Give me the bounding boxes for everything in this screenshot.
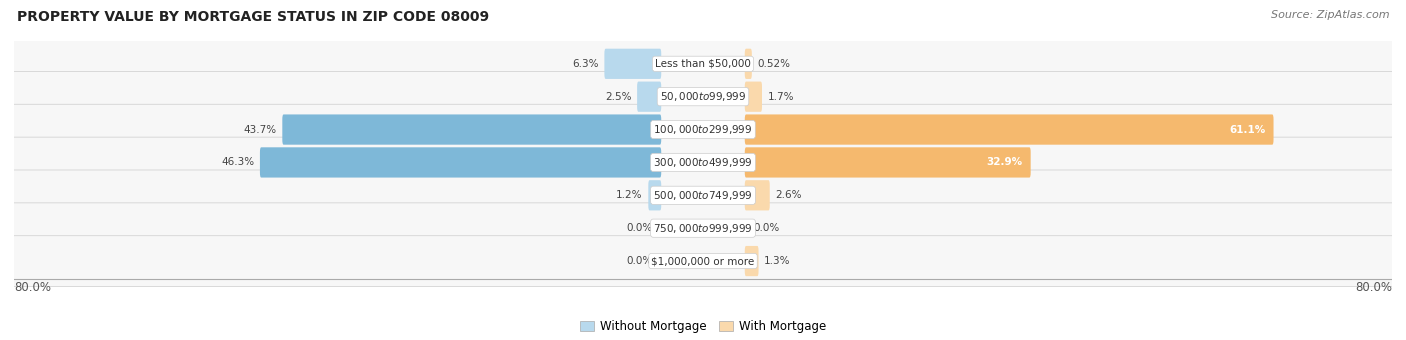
Text: 0.0%: 0.0% (754, 223, 779, 233)
FancyBboxPatch shape (745, 246, 759, 276)
Text: 80.0%: 80.0% (14, 282, 51, 294)
Text: Source: ZipAtlas.com: Source: ZipAtlas.com (1271, 10, 1389, 20)
FancyBboxPatch shape (11, 71, 1395, 122)
FancyBboxPatch shape (11, 38, 1395, 89)
FancyBboxPatch shape (260, 147, 661, 177)
FancyBboxPatch shape (745, 180, 769, 210)
FancyBboxPatch shape (745, 49, 752, 79)
Text: $750,000 to $999,999: $750,000 to $999,999 (654, 222, 752, 235)
FancyBboxPatch shape (605, 49, 661, 79)
FancyBboxPatch shape (745, 82, 762, 112)
Text: $50,000 to $99,999: $50,000 to $99,999 (659, 90, 747, 103)
Text: $300,000 to $499,999: $300,000 to $499,999 (654, 156, 752, 169)
Text: 0.0%: 0.0% (627, 256, 652, 266)
FancyBboxPatch shape (11, 137, 1395, 188)
Text: 6.3%: 6.3% (572, 59, 599, 69)
Text: 43.7%: 43.7% (243, 124, 277, 135)
Text: $100,000 to $299,999: $100,000 to $299,999 (654, 123, 752, 136)
Text: 46.3%: 46.3% (221, 157, 254, 167)
FancyBboxPatch shape (283, 115, 661, 145)
Text: $1,000,000 or more: $1,000,000 or more (651, 256, 755, 266)
Text: 80.0%: 80.0% (1355, 282, 1392, 294)
Text: 2.6%: 2.6% (775, 190, 801, 200)
Text: 0.52%: 0.52% (758, 59, 790, 69)
Legend: Without Mortgage, With Mortgage: Without Mortgage, With Mortgage (575, 315, 831, 338)
Text: 61.1%: 61.1% (1229, 124, 1265, 135)
FancyBboxPatch shape (648, 180, 661, 210)
Text: 1.3%: 1.3% (763, 256, 790, 266)
FancyBboxPatch shape (745, 115, 1274, 145)
FancyBboxPatch shape (637, 82, 661, 112)
FancyBboxPatch shape (11, 170, 1395, 221)
Text: 1.2%: 1.2% (616, 190, 643, 200)
Text: 0.0%: 0.0% (627, 223, 652, 233)
Text: $500,000 to $749,999: $500,000 to $749,999 (654, 189, 752, 202)
FancyBboxPatch shape (11, 236, 1395, 286)
Text: PROPERTY VALUE BY MORTGAGE STATUS IN ZIP CODE 08009: PROPERTY VALUE BY MORTGAGE STATUS IN ZIP… (17, 10, 489, 24)
Text: 2.5%: 2.5% (605, 92, 631, 102)
FancyBboxPatch shape (11, 104, 1395, 155)
FancyBboxPatch shape (745, 147, 1031, 177)
FancyBboxPatch shape (11, 203, 1395, 254)
Text: 1.7%: 1.7% (768, 92, 794, 102)
Text: Less than $50,000: Less than $50,000 (655, 59, 751, 69)
Text: 32.9%: 32.9% (987, 157, 1022, 167)
